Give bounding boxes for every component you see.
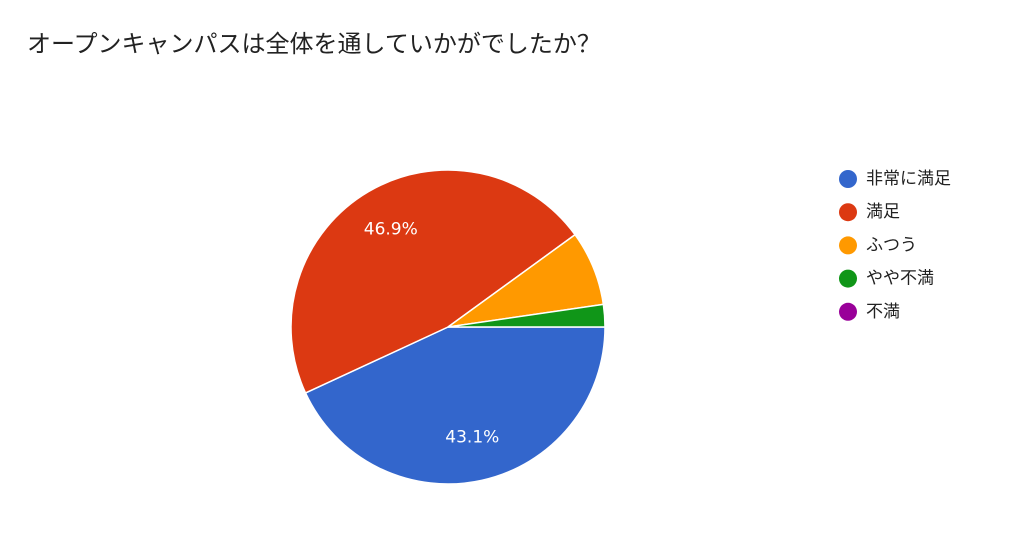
legend-label: 非常に満足 xyxy=(866,169,951,189)
legend-marker xyxy=(839,302,857,321)
pie-slice xyxy=(304,326,606,485)
legend-label: 満足 xyxy=(866,202,900,222)
legend-label: やや不満 xyxy=(866,269,934,289)
legend-marker xyxy=(839,203,857,222)
slice-label: 43.1% xyxy=(445,427,499,447)
slice-label: 46.9% xyxy=(364,220,418,240)
legend-label: ふつう xyxy=(866,235,917,255)
legend-marker xyxy=(839,269,857,288)
pie-slice xyxy=(447,303,606,328)
legend-marker xyxy=(839,170,857,188)
pie-slice xyxy=(290,169,577,394)
legend-marker xyxy=(839,236,857,255)
chart-title: オープンキャンパスは全体を通していかがでしたか？ xyxy=(27,30,601,58)
legend-label: 不満 xyxy=(866,302,900,322)
